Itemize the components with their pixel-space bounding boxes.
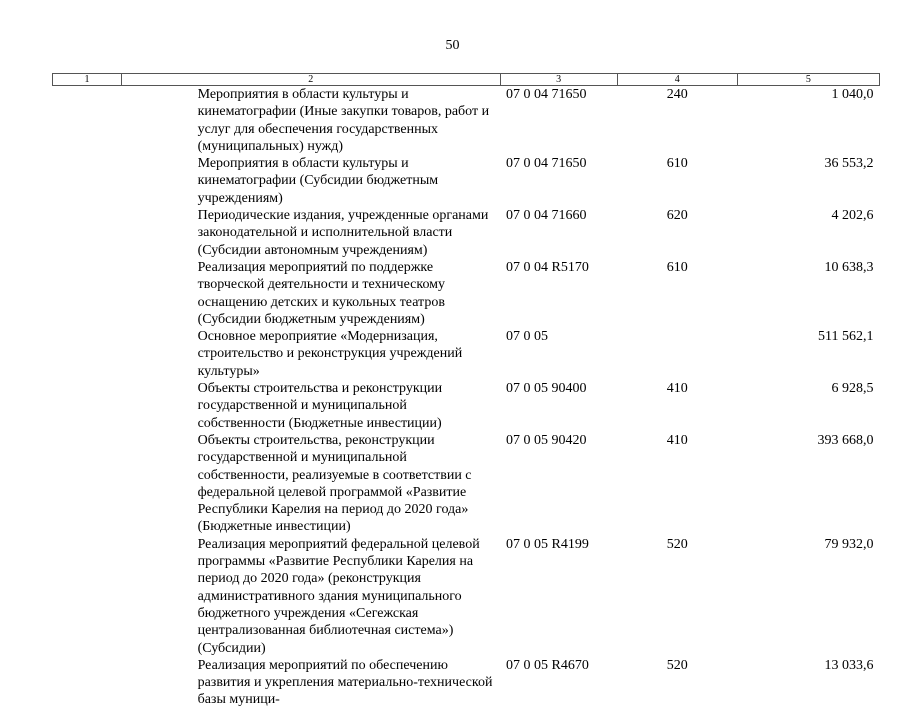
amount: 36 553,2 <box>824 156 874 172</box>
row-number-cell <box>53 207 122 259</box>
target-code: 07 0 04 R5170 <box>506 259 589 275</box>
target-code: 07 0 04 71650 <box>506 156 587 172</box>
row-number-cell <box>53 328 122 380</box>
amount: 6 928,5 <box>831 381 874 397</box>
amount: 10 638,3 <box>824 259 874 275</box>
expense-type: 610 <box>666 259 688 275</box>
expense-type: 520 <box>666 657 688 673</box>
column-header-1: 1 <box>51 73 123 86</box>
target-code: 07 0 05 90400 <box>506 381 587 397</box>
table-row: Основное мероприятие «Модернизация, стро… <box>53 328 880 380</box>
table-row: Мероприятия в области культуры и кинемат… <box>53 86 880 156</box>
target-code: 07 0 04 71650 <box>506 87 587 102</box>
target-code: 07 0 04 71660 <box>506 208 587 224</box>
row-number-cell <box>53 259 122 328</box>
item-name: Основное мероприятие «Модернизация, стро… <box>197 329 463 379</box>
row-number-cell <box>53 657 122 709</box>
row-number-cell <box>53 86 122 156</box>
target-code: 07 0 05 <box>506 329 549 345</box>
item-name: Объекты строительства и реконструкции го… <box>197 381 443 431</box>
expense-type: 610 <box>666 156 688 172</box>
row-number-cell <box>53 155 122 207</box>
column-header-2: 2 <box>121 73 501 86</box>
expense-type: 410 <box>666 381 688 397</box>
page-number: 50 <box>445 38 460 53</box>
expense-type: 240 <box>666 87 688 102</box>
budget-table: 1 2 3 4 5 Мероприятия в области культуры… <box>51 73 881 709</box>
expense-type: 520 <box>666 536 688 552</box>
amount: 1 040,0 <box>831 87 874 102</box>
column-header-4: 4 <box>616 73 738 86</box>
item-name: Периодические издания, учрежденные орган… <box>197 208 489 258</box>
table-row: Объекты строительства, реконструкции гос… <box>53 432 880 536</box>
target-code: 07 0 05 90420 <box>506 432 587 448</box>
table-row: Объекты строительства и реконструкции го… <box>53 380 880 432</box>
table-row: Реализация мероприятий федеральной целев… <box>53 536 880 657</box>
expense-type: 410 <box>666 432 688 448</box>
expense-type: 620 <box>666 208 688 224</box>
item-name: Реализация мероприятий по обеспечению ра… <box>197 657 493 708</box>
item-name: Объекты строительства, реконструкции гос… <box>197 432 472 535</box>
table-row: Реализация мероприятий по поддержке твор… <box>53 259 880 328</box>
item-name: Реализация мероприятий по поддержке твор… <box>197 259 446 327</box>
header-row: 1 2 3 4 5 <box>51 73 881 86</box>
expense-type <box>617 328 737 380</box>
item-name: Реализация мероприятий федеральной целев… <box>197 536 480 656</box>
item-name: Мероприятия в области культуры и кинемат… <box>197 156 439 206</box>
row-number-cell <box>53 380 122 432</box>
target-code: 07 0 05 R4670 <box>506 657 589 673</box>
row-number-cell <box>53 432 122 536</box>
amount: 79 932,0 <box>824 536 874 552</box>
item-name: Мероприятия в области культуры и кинемат… <box>197 87 490 154</box>
amount: 13 033,6 <box>824 657 874 673</box>
target-code: 07 0 05 R4199 <box>506 536 589 552</box>
amount: 393 668,0 <box>817 432 874 448</box>
column-header-3: 3 <box>499 73 618 86</box>
amount: 4 202,6 <box>831 208 874 224</box>
amount: 511 562,1 <box>818 329 874 345</box>
table-row: Периодические издания, учрежденные орган… <box>53 207 880 259</box>
column-header-5: 5 <box>736 73 881 86</box>
table-row: Реализация мероприятий по обеспечению ра… <box>53 657 880 709</box>
table-row: Мероприятия в области культуры и кинемат… <box>53 155 880 207</box>
row-number-cell <box>53 536 122 657</box>
